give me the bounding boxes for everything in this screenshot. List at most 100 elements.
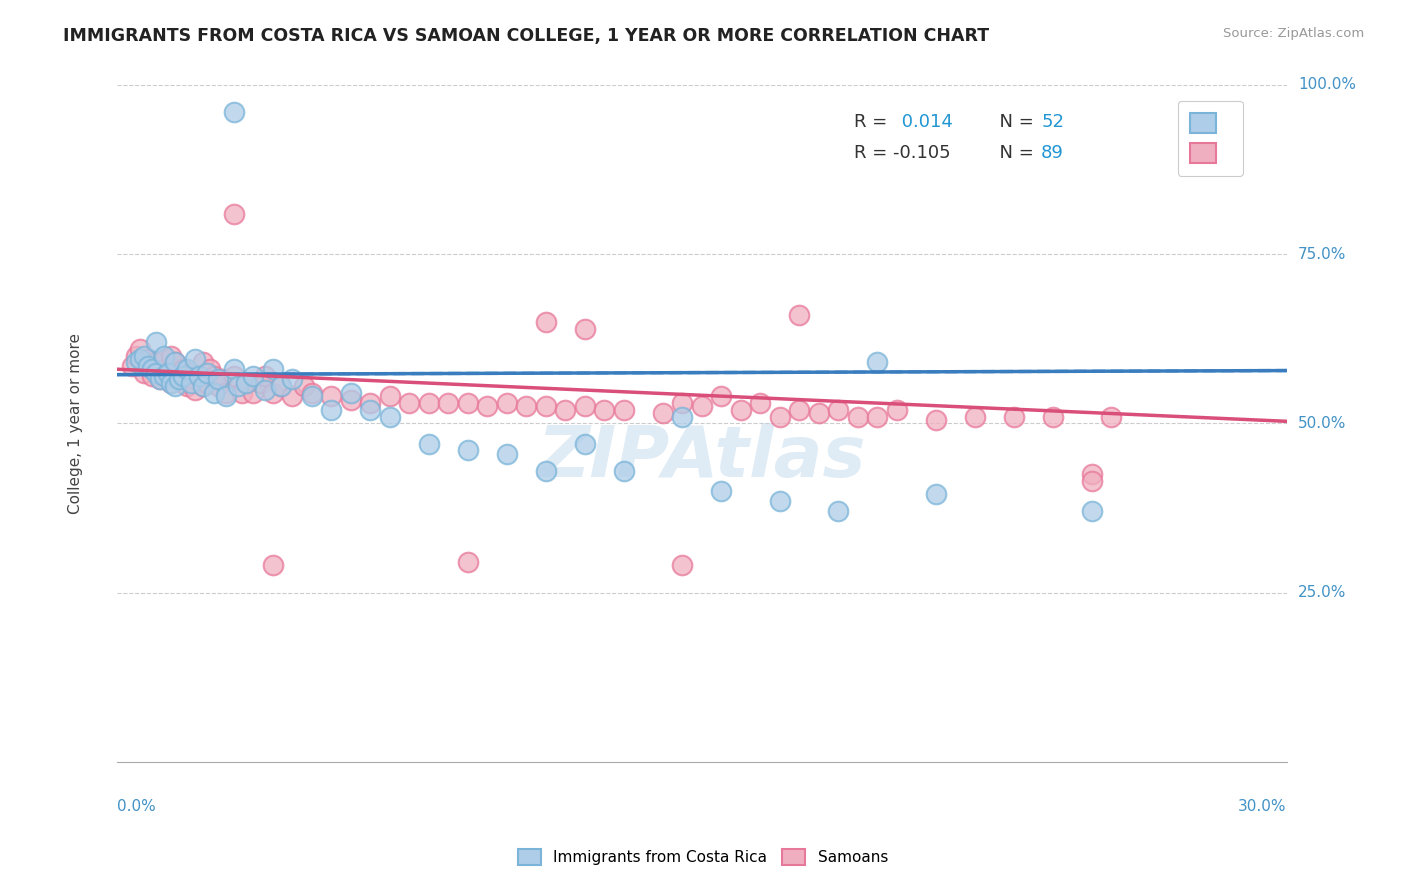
Point [769, 409, 792, 424]
Point [574, 321, 596, 335]
Point [457, 443, 479, 458]
Point [134, 349, 156, 363]
Point [925, 413, 948, 427]
Point [321, 389, 343, 403]
Text: IMMIGRANTS FROM COSTA RICA VS SAMOAN COLLEGE, 1 YEAR OR MORE CORRELATION CHART: IMMIGRANTS FROM COSTA RICA VS SAMOAN COL… [63, 27, 990, 45]
Point [180, 376, 202, 390]
Point [1002, 409, 1025, 424]
Text: ZIPAtlas: ZIPAtlas [537, 423, 866, 491]
Point [671, 409, 693, 424]
Point [477, 400, 499, 414]
Point [184, 383, 207, 397]
Point [495, 396, 517, 410]
Point [242, 369, 264, 384]
Point [165, 355, 187, 369]
Point [1081, 467, 1104, 482]
Point [787, 402, 810, 417]
Point [769, 494, 792, 508]
Point [437, 396, 460, 410]
Point [886, 402, 908, 417]
Text: 25.0%: 25.0% [1298, 585, 1346, 600]
Point [787, 308, 810, 322]
Point [145, 335, 167, 350]
Legend: , : , [1178, 101, 1243, 176]
Point [534, 315, 557, 329]
Point [262, 385, 284, 400]
Point [121, 359, 143, 373]
Point [749, 396, 772, 410]
Point [301, 385, 323, 400]
Text: 0.0%: 0.0% [117, 799, 156, 814]
Point [281, 372, 304, 386]
Point [222, 362, 245, 376]
Point [457, 555, 479, 569]
Text: R = -0.105: R = -0.105 [853, 144, 950, 161]
Text: 89: 89 [1040, 144, 1064, 161]
Point [262, 558, 284, 573]
Point [141, 369, 163, 384]
Point [172, 369, 194, 384]
Point [827, 402, 849, 417]
Point [152, 362, 174, 376]
Text: R =: R = [853, 113, 887, 131]
Point [195, 376, 218, 390]
Point [262, 362, 284, 376]
Point [226, 379, 249, 393]
Point [866, 355, 889, 369]
Point [149, 372, 172, 386]
Text: 75.0%: 75.0% [1298, 247, 1346, 261]
Text: 50.0%: 50.0% [1298, 416, 1346, 431]
Point [495, 447, 517, 461]
Point [152, 349, 174, 363]
Point [145, 366, 167, 380]
Point [710, 389, 733, 403]
Point [292, 379, 315, 393]
Point [398, 396, 420, 410]
Point [187, 369, 209, 384]
Point [359, 396, 381, 410]
Point [169, 372, 191, 386]
Point [145, 355, 167, 369]
Text: 0.014: 0.014 [896, 113, 953, 131]
Point [215, 385, 238, 400]
Point [593, 402, 616, 417]
Point [149, 372, 172, 386]
Point [340, 392, 363, 407]
Point [925, 487, 948, 501]
Point [141, 362, 163, 376]
Point [301, 389, 323, 403]
Point [165, 355, 187, 369]
Point [534, 464, 557, 478]
Point [378, 409, 401, 424]
Point [690, 400, 713, 414]
Point [125, 355, 148, 369]
Point [254, 383, 277, 397]
Point [235, 376, 257, 390]
Point [222, 206, 245, 220]
Text: N =: N = [988, 144, 1040, 161]
Point [136, 352, 159, 367]
Point [202, 385, 225, 400]
Point [963, 409, 986, 424]
Point [184, 352, 207, 367]
Point [710, 484, 733, 499]
Point [242, 385, 264, 400]
Point [613, 402, 636, 417]
Point [191, 379, 214, 393]
Point [187, 369, 209, 384]
Text: N =: N = [988, 113, 1040, 131]
Point [270, 379, 292, 393]
Point [254, 369, 277, 384]
Point [574, 400, 596, 414]
Text: College, 1 year or more: College, 1 year or more [69, 333, 83, 514]
Point [156, 369, 179, 384]
Point [176, 379, 198, 393]
Point [827, 504, 849, 518]
Point [866, 409, 889, 424]
Point [141, 362, 163, 376]
Point [176, 362, 198, 376]
Point [671, 396, 693, 410]
Point [215, 389, 238, 403]
Point [165, 366, 187, 380]
Point [515, 400, 537, 414]
